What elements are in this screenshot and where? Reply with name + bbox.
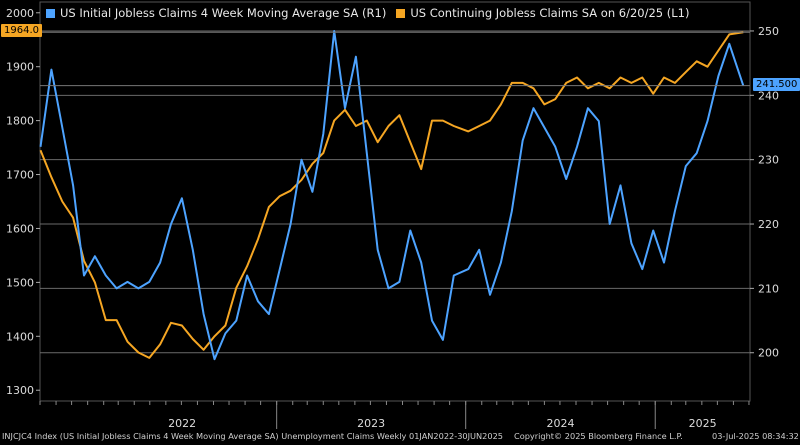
right-tick-label-240: 240 <box>758 89 779 102</box>
plot-area <box>39 1 751 402</box>
left-tick-label-1400: 1400 <box>6 330 34 343</box>
legend-label-continuing-claims: US Continuing Jobless Claims SA on 6/20/… <box>410 6 690 20</box>
x-tick-label-2024: 2024 <box>546 417 574 430</box>
footer-copyright: Copyright© 2025 Bloomberg Finance L.P. <box>514 431 683 441</box>
left-tick-label-1700: 1700 <box>6 169 34 182</box>
footer-source: INJCJC4 Index (US Initial Jobless Claims… <box>2 431 504 441</box>
legend-item-initial-claims: US Initial Jobless Claims 4 Week Moving … <box>46 6 386 20</box>
x-tick-label-2025: 2025 <box>689 417 717 430</box>
left-tick-label-1800: 1800 <box>6 115 34 128</box>
chart-legend: US Initial Jobless Claims 4 Week Moving … <box>46 6 689 20</box>
legend-swatch-blue <box>46 8 55 18</box>
left-tick-label-1900: 1900 <box>6 61 34 74</box>
legend-label-initial-claims: US Initial Jobless Claims 4 Week Moving … <box>60 6 387 20</box>
right-tick-label-230: 230 <box>758 154 779 167</box>
series-line-continuing-claims <box>39 31 744 359</box>
left-tick-label-2000: 2000 <box>6 7 34 20</box>
last-value-right: 241.500 <box>753 77 800 91</box>
dual-axis-line-chart: 2000 1900 1800 1700 1600 1500 1400 1300 250 240 23… <box>6 1 779 430</box>
right-tick-label-220: 220 <box>758 218 779 231</box>
footer-timestamp: 03-Jul-2025 08:34:32 <box>712 431 799 441</box>
series-line-initial-claims <box>39 30 745 361</box>
left-tick-label-1500: 1500 <box>6 276 34 289</box>
right-tick-label-210: 210 <box>758 282 779 295</box>
left-tick-label-1600: 1600 <box>6 222 34 235</box>
legend-item-continuing-claims: US Continuing Jobless Claims SA on 6/20/… <box>396 6 689 20</box>
last-value-left: 1964.0 <box>1 24 42 38</box>
x-tick-label-2022: 2022 <box>168 417 196 430</box>
left-tick-label-1300: 1300 <box>6 384 34 397</box>
legend-swatch-orange <box>396 8 406 18</box>
right-tick-label-200: 200 <box>758 347 779 360</box>
x-tick-label-2023: 2023 <box>357 417 385 430</box>
right-tick-label-250: 250 <box>758 25 779 38</box>
